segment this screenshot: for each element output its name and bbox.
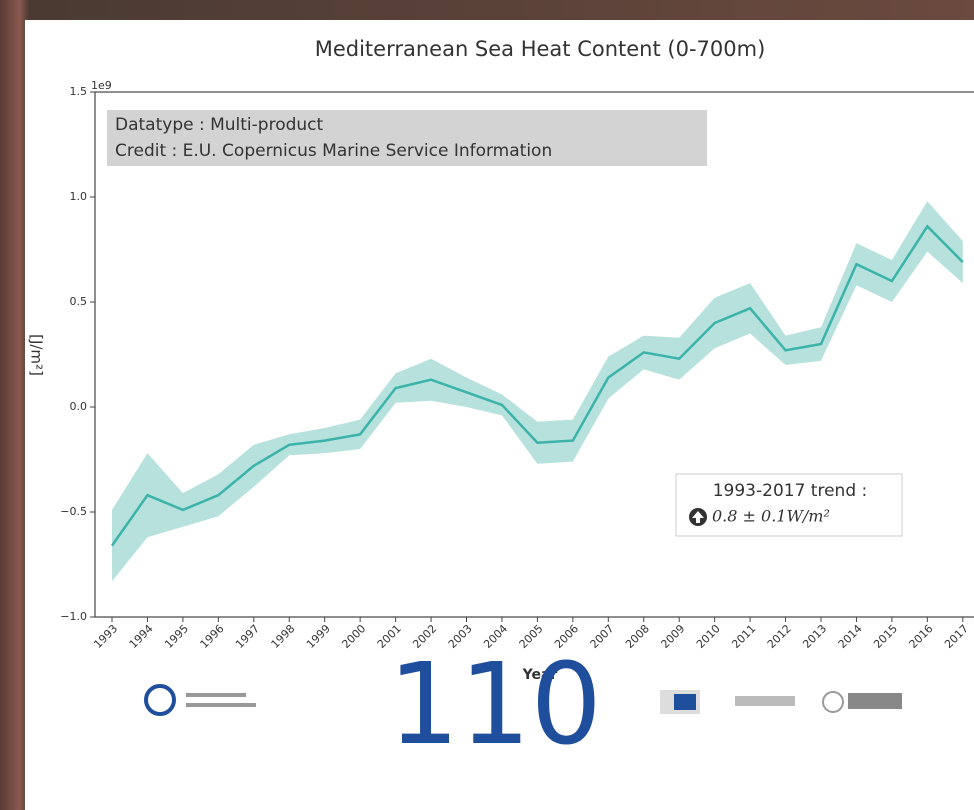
y-tick-label: 0.0 [70,400,88,413]
logo-copernicus [735,696,795,706]
page: {"chart_data": { "type": "line", "title"… [0,0,974,810]
annotation-line: Datatype : Multi-product [115,115,324,135]
page-number: 110 [388,640,602,770]
y-tick-label: −0.5 [60,505,87,518]
chart-title: Mediterranean Sea Heat Content (0-700m) [315,37,766,61]
logo-text [186,703,256,707]
trend-value: 0.8 ± 0.1W/m² [712,507,830,526]
y-offset-label: 1e9 [91,79,112,92]
logo-mercator-text [848,693,902,709]
logo-eu [674,694,696,710]
trend-label: 1993-2017 trend : [713,481,868,501]
y-tick-label: 1.5 [70,85,88,98]
chart: Mediterranean Sea Heat Content (0-700m) … [0,0,974,810]
logo-text [186,693,246,697]
y-tick-label: −1.0 [60,610,87,623]
annotation-line: Credit : E.U. Copernicus Marine Service … [115,141,552,161]
y-tick-label: 1.0 [70,190,88,203]
y-axis-label: [J/m²] [28,334,46,376]
y-tick-label: 0.5 [70,295,88,308]
